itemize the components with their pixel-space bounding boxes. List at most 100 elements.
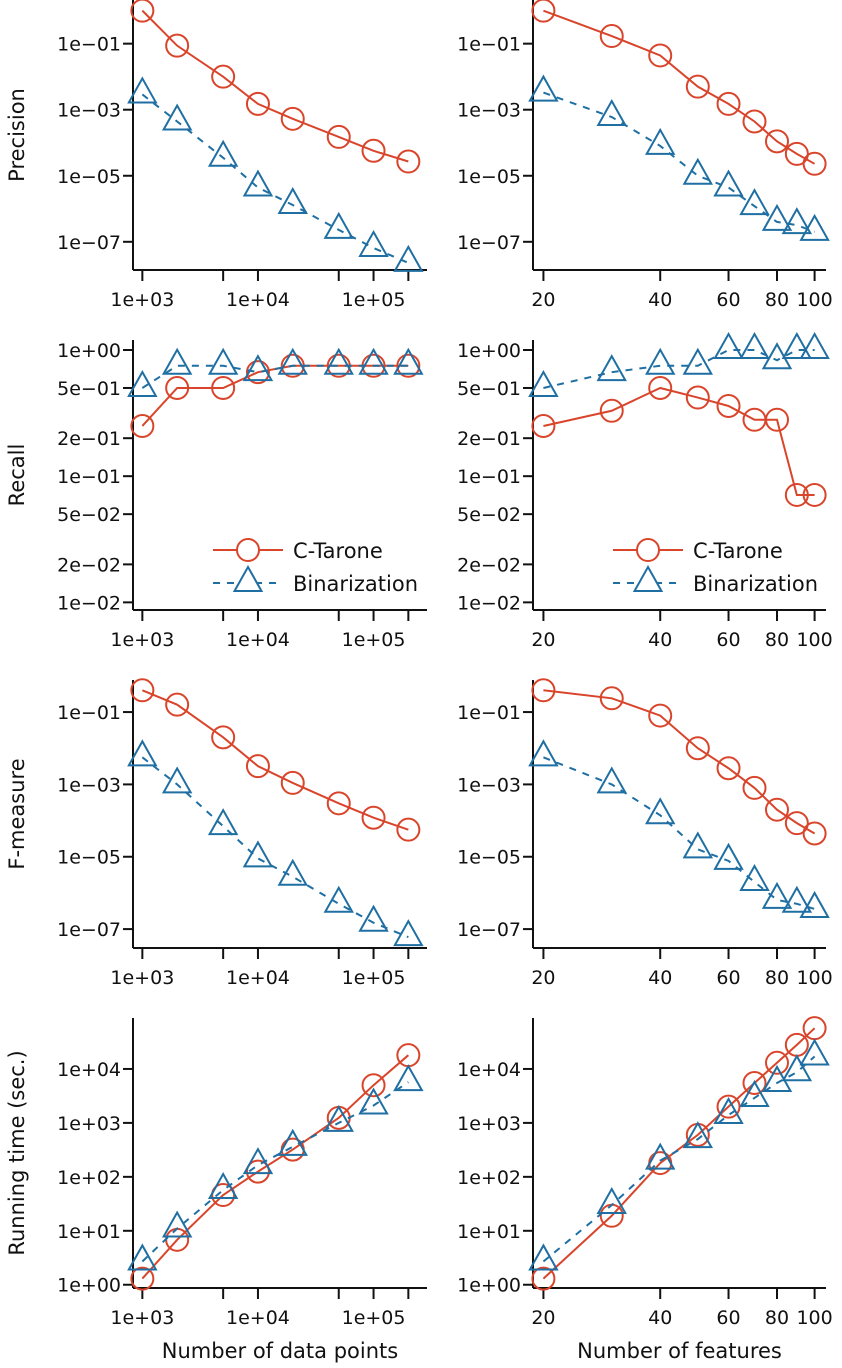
data-point-triangle xyxy=(645,127,676,155)
data-point-circle xyxy=(326,791,351,816)
data-point-triangle xyxy=(799,331,830,359)
series-c-tarone xyxy=(130,1043,421,1291)
x-tick-label: 1e+03 xyxy=(110,967,174,989)
x-axis-label: Number of features xyxy=(577,1339,782,1363)
data-point-triangle xyxy=(393,1064,424,1092)
data-point-circle xyxy=(130,1266,155,1291)
series-binarization xyxy=(528,74,830,241)
y-tick-label: 1e+04 xyxy=(57,1059,121,1081)
series-binarization xyxy=(127,347,424,397)
x-tick-label: 1e+04 xyxy=(226,629,290,651)
data-point-circle xyxy=(802,151,827,176)
data-point-circle xyxy=(765,797,790,822)
data-point-circle xyxy=(599,686,624,711)
x-tick-label: 100 xyxy=(796,1307,832,1329)
data-point-triangle xyxy=(781,885,813,913)
data-point-circle xyxy=(361,805,386,830)
x-tick-label: 20 xyxy=(531,1307,555,1329)
series-binarization xyxy=(528,331,830,397)
y-tick-label: 1e+01 xyxy=(457,1221,521,1243)
series-c-tarone xyxy=(130,678,421,842)
data-point-circle xyxy=(326,124,351,149)
legend: C-Tarone Binarization xyxy=(613,538,818,596)
x-tick-label: 20 xyxy=(531,967,555,989)
y-tick-label: 1e+02 xyxy=(57,1167,121,1189)
x-tick-label: 1e+03 xyxy=(110,629,174,651)
x-tick-label: 1e+04 xyxy=(226,1307,290,1329)
data-point-triangle xyxy=(645,1142,676,1170)
x-tick-label: 100 xyxy=(796,629,832,651)
data-point-triangle xyxy=(358,229,389,257)
data-point-triangle xyxy=(207,139,239,167)
y-tick-label: 5e−01 xyxy=(57,378,121,400)
data-point-triangle xyxy=(799,1038,830,1066)
data-point-triangle xyxy=(207,808,239,836)
data-point-triangle xyxy=(127,369,158,397)
legend-marker-circle xyxy=(636,538,660,562)
data-point-triangle xyxy=(277,186,308,215)
data-point-circle xyxy=(784,482,809,507)
y-tick-label: 1e−03 xyxy=(57,774,121,796)
series-c-tarone xyxy=(531,0,827,176)
data-point-triangle xyxy=(242,840,274,868)
legend-label-binarization: Binarization xyxy=(693,572,818,596)
y-tick-label: 1e−05 xyxy=(457,166,521,188)
y-axis-label: Recall xyxy=(5,444,29,507)
data-point-triangle xyxy=(358,1087,389,1115)
data-point-circle xyxy=(130,678,155,703)
data-point-triangle xyxy=(713,169,744,197)
x-tick-label: 1e+04 xyxy=(226,967,290,989)
data-point-circle xyxy=(648,375,673,400)
y-tick-label: 1e+03 xyxy=(457,1113,521,1135)
data-point-circle xyxy=(599,1203,624,1228)
series-line xyxy=(141,1081,409,1263)
legend-marker-circle xyxy=(236,538,260,562)
y-tick-label: 1e−03 xyxy=(457,100,521,122)
series-line xyxy=(141,93,409,264)
x-tick-label: 60 xyxy=(716,967,740,989)
series-binarization xyxy=(528,1038,830,1271)
data-point-circle xyxy=(130,413,155,438)
x-axis-label: Number of data points xyxy=(162,1339,398,1363)
series-c-tarone xyxy=(531,375,827,507)
series-line xyxy=(141,689,409,831)
data-point-circle xyxy=(716,756,741,781)
x-tick-label: 40 xyxy=(648,289,672,311)
y-tick-label: 1e+04 xyxy=(457,1059,521,1081)
x-tick-label: 100 xyxy=(796,289,832,311)
data-point-triangle xyxy=(358,347,389,375)
y-axis-label: Running time (sec.) xyxy=(5,1050,29,1255)
data-point-circle xyxy=(802,821,827,846)
x-tick-label: 80 xyxy=(765,289,789,311)
data-point-triangle xyxy=(393,919,424,947)
data-point-triangle xyxy=(596,354,627,382)
x-tick-label: 1e+05 xyxy=(342,967,406,989)
y-tick-label: 1e−01 xyxy=(57,702,121,724)
data-point-circle xyxy=(716,91,741,116)
data-point-circle xyxy=(531,0,556,23)
data-point-triangle xyxy=(277,858,308,886)
x-tick-label: 1e+05 xyxy=(342,629,406,651)
y-tick-label: 5e−02 xyxy=(457,504,521,526)
data-point-triangle xyxy=(242,354,274,382)
y-tick-label: 1e−05 xyxy=(57,847,121,869)
y-axis-label: Precision xyxy=(5,88,29,182)
y-tick-label: 2e−02 xyxy=(457,554,521,576)
series-line xyxy=(543,348,815,389)
panel-fmeasure-vs-data-points: 1e−01 1e−03 1e−05 1e−07 1e+03 1e+04 1e+05 F-mea… xyxy=(5,678,427,989)
data-point-circle xyxy=(685,74,710,99)
data-point-circle xyxy=(742,775,767,800)
y-tick-label: 1e−01 xyxy=(457,466,521,488)
series-c-tarone xyxy=(130,353,421,438)
data-point-triangle xyxy=(739,188,770,216)
data-point-triangle xyxy=(761,203,793,231)
x-tick-label: 100 xyxy=(796,967,832,989)
y-tick-label: 2e−02 xyxy=(57,554,121,576)
y-tick-label: 1e−01 xyxy=(57,466,121,488)
series-line xyxy=(543,689,816,835)
data-point-triangle xyxy=(528,74,559,102)
y-tick-label: 1e−02 xyxy=(57,592,121,614)
series-line xyxy=(543,386,815,496)
x-tick-label: 80 xyxy=(765,967,789,989)
x-tick-label: 20 xyxy=(531,289,555,311)
